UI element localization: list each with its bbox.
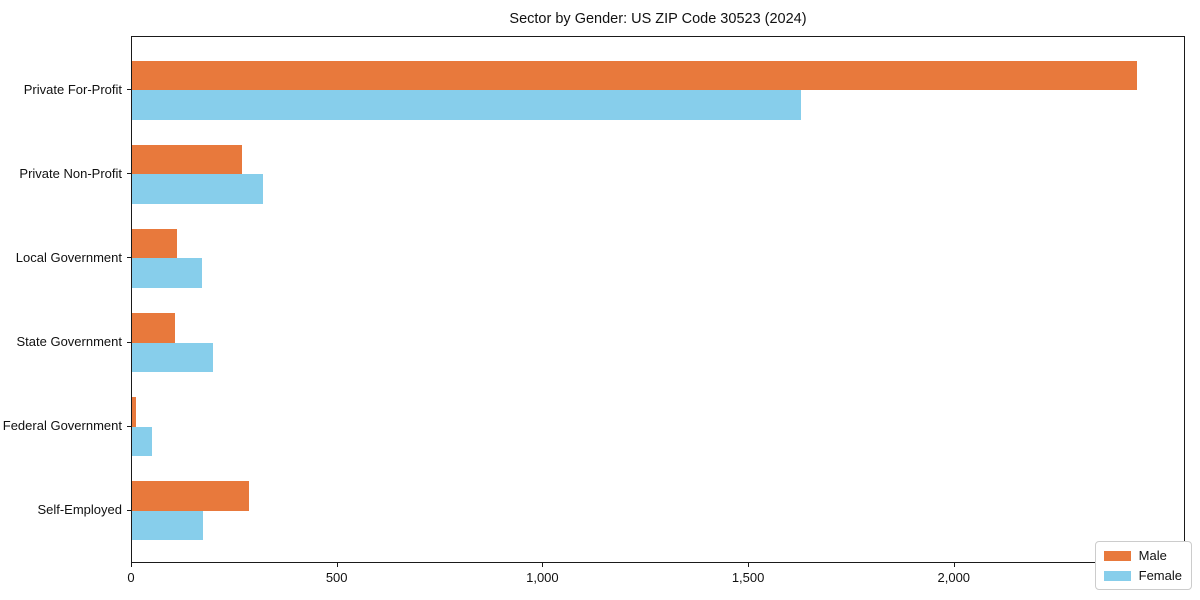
y-tick-label-private-non-profit: Private Non-Profit [19,165,122,181]
x-tick-label-2-000: 2,000 [937,570,971,585]
bar-state-government-male [132,313,175,343]
female-color-swatch [1103,570,1131,581]
x-tick-mark [953,563,955,567]
bar-local-government-female [132,258,202,288]
x-tick-label-1-500: 1,500 [731,570,765,585]
y-tick-mark [127,257,131,259]
bar-self-employed-female [132,510,203,541]
y-tick-label-local-government: Local Government [15,249,122,265]
male-color-swatch [1103,550,1131,561]
plot-area [131,36,1185,563]
bar-federal-government-male [132,397,137,427]
x-tick-mark [542,563,544,567]
bar-private-for-profit-female [132,90,802,120]
bar-self-employed-male [132,481,249,511]
bar-private-for-profit-male [132,60,1138,91]
legend-item-female: Female [1103,568,1182,583]
x-tick-mark [336,563,338,567]
y-tick-label-self-employed: Self-Employed [37,502,122,518]
y-tick-mark [127,89,131,91]
bar-local-government-male [132,229,177,259]
bar-private-non-profit-male [132,145,242,175]
bar-state-government-female [132,342,213,372]
y-tick-mark [127,425,131,427]
legend: Male Female [1094,541,1192,590]
bar-private-non-profit-female [132,174,264,204]
legend-item-male: Male [1103,548,1182,563]
y-tick-label-private-for-profit: Private For-Profit [23,81,122,97]
legend-label-male: Male [1138,548,1167,563]
chart-title: Sector by Gender: US ZIP Code 30523 (202… [509,11,807,27]
x-tick-mark [748,563,750,567]
x-tick-label-0: 0 [127,570,135,585]
y-tick-label-federal-government: Federal Government [2,418,122,434]
x-tick-label-1-000: 1,000 [526,570,559,585]
bar-federal-government-female [132,426,153,456]
y-tick-mark [127,341,131,343]
y-tick-mark [127,509,131,511]
x-tick-label-500: 500 [325,570,348,585]
x-tick-mark [131,563,132,567]
y-tick-label-state-government: State Government [16,334,123,350]
y-tick-mark [127,173,131,175]
legend-label-female: Female [1138,568,1182,583]
